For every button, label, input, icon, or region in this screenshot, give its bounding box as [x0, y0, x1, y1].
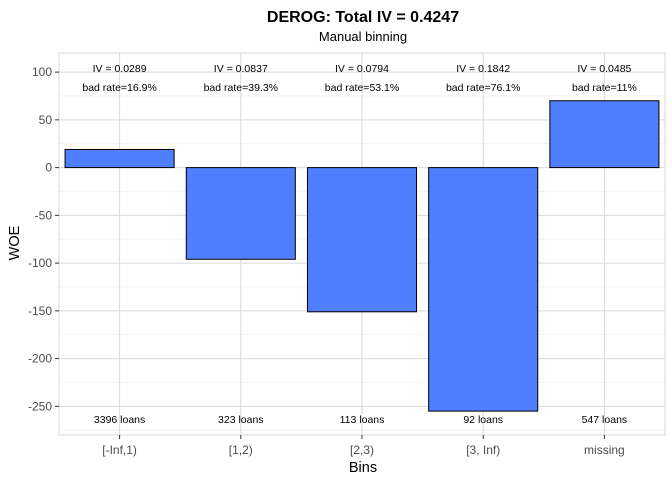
y-tick-label: -250	[28, 399, 52, 413]
x-tick-label: [2,3)	[350, 443, 374, 457]
loan-count-label: 323 loans	[218, 414, 264, 426]
y-axis-ticks: 100 50 0 -50 -100 -150 -200 -250	[28, 65, 59, 413]
x-tick-label: [-Inf,1)	[102, 443, 137, 457]
loan-count-label: 547 loans	[582, 414, 628, 426]
bad-rate-label: bad rate=11%	[572, 82, 637, 94]
loan-count-label: 3396 loans	[94, 414, 145, 426]
y-tick-label: -50	[35, 208, 53, 222]
bad-rate-label: bad rate=53.1%	[325, 82, 399, 94]
y-tick-label: 50	[39, 113, 53, 127]
chart-title: DEROG: Total IV = 0.4247	[267, 9, 459, 26]
bar-1	[185, 167, 296, 260]
bar-4	[549, 100, 660, 169]
x-axis-ticks: [-Inf,1) [1,2) [2,3) [3, Inf) missing	[102, 435, 625, 457]
y-tick-label: 0	[45, 161, 52, 175]
iv-label: IV = 0.0837	[214, 63, 268, 75]
bar-3	[428, 167, 539, 412]
x-axis-title: Bins	[349, 460, 377, 476]
y-axis-title: WOE	[7, 225, 23, 260]
bar-0	[64, 148, 175, 169]
chart-subtitle: Manual binning	[319, 29, 407, 44]
bar-annotations: IV = 0.0289 bad rate=16.9% 3396 loans IV = …	[82, 63, 636, 426]
x-tick-label: [1,2)	[229, 443, 253, 457]
y-tick-label: -100	[28, 256, 52, 270]
y-tick-label: -200	[28, 352, 52, 366]
bars	[64, 100, 660, 412]
bad-rate-label: bad rate=76.1%	[446, 82, 520, 94]
iv-label: IV = 0.0289	[93, 63, 147, 75]
bad-rate-label: bad rate=39.3%	[204, 82, 278, 94]
x-tick-label: missing	[584, 443, 625, 457]
bar-2	[306, 167, 418, 313]
iv-label: IV = 0.1842	[456, 63, 510, 75]
iv-label: IV = 0.0794	[335, 63, 389, 75]
y-tick-label: 100	[32, 65, 52, 79]
x-tick-label: [3, Inf)	[466, 443, 500, 457]
y-tick-label: -150	[28, 304, 52, 318]
loan-count-label: 92 loans	[463, 414, 503, 426]
loan-count-label: 113 loans	[340, 414, 385, 426]
bad-rate-label: bad rate=16.9%	[82, 82, 156, 94]
iv-label: IV = 0.0485	[577, 63, 631, 75]
